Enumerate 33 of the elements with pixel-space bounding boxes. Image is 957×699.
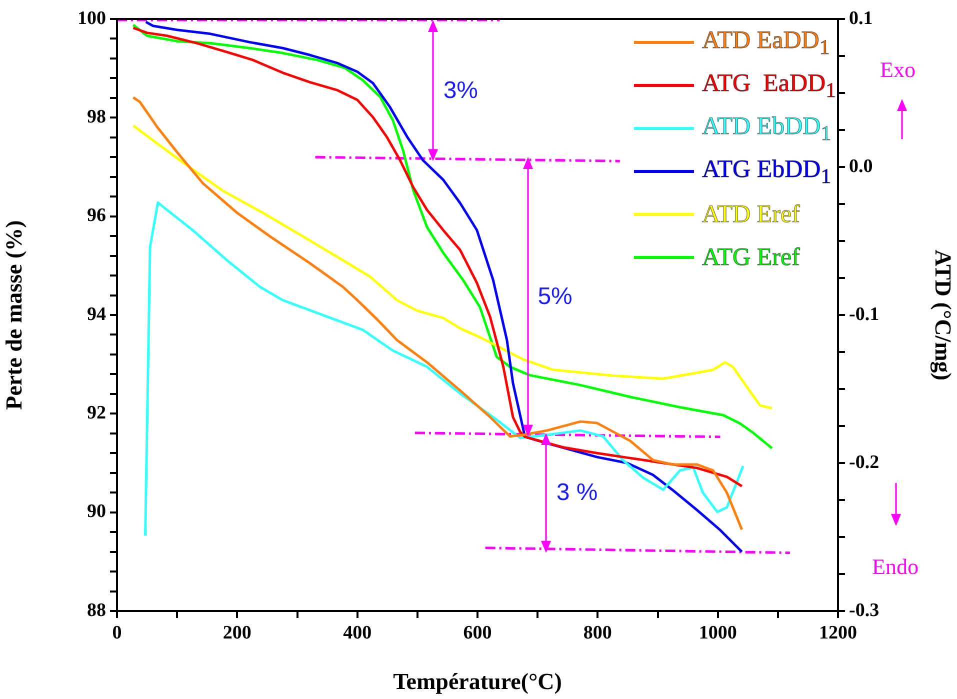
text: Exo: [880, 57, 916, 82]
x-tick-label: 800: [583, 622, 612, 644]
x-tick-label: 1200: [819, 622, 857, 644]
y2-tick-label: -0.2: [849, 452, 880, 473]
x-tick-label: 1000: [698, 622, 737, 644]
y-tick-label: 90: [87, 501, 106, 522]
y-tick-label: 100: [78, 8, 106, 29]
x-tick-label: 400: [343, 622, 372, 644]
legend-label: ATG EaDD$_{1}$: [702, 70, 836, 102]
y-tick-label: 96: [87, 205, 106, 226]
annotation: 3 %: [556, 478, 598, 506]
y2-tick-label: -0.3: [849, 600, 880, 621]
annotation: 3%: [443, 76, 478, 104]
y2-tick-label: 0.0: [849, 156, 873, 177]
annotation: 5%: [538, 282, 572, 310]
y-tick-label: 88: [87, 600, 106, 621]
y2-tick-label: -0.1: [849, 304, 880, 325]
legend-label: ATG EbDD$_{1}$: [702, 156, 832, 188]
legend-label: ATD Eref: [702, 201, 800, 228]
y-tick-label: 98: [87, 106, 106, 128]
legend-label: ATG Eref: [702, 244, 800, 271]
legend-label: ATD EbDD$_{1}$: [702, 112, 832, 145]
y-tick-label: 92: [87, 402, 106, 424]
y2-axis-title: ATD (°C/mg): [929, 250, 956, 380]
x-tick-label: 200: [222, 622, 252, 644]
x-tick-label: 600: [463, 622, 492, 644]
legend-label: ATD EaDD$_{1}$: [702, 26, 830, 59]
y-tick-label: 94: [87, 304, 106, 325]
y2-tick-label: 0.1: [849, 8, 873, 29]
y-axis-title: Perte de masse (%): [2, 220, 27, 410]
x-tick-label: 0: [112, 622, 122, 644]
x-axis-title: Température(°C): [393, 669, 562, 694]
text: Endo: [872, 554, 918, 579]
